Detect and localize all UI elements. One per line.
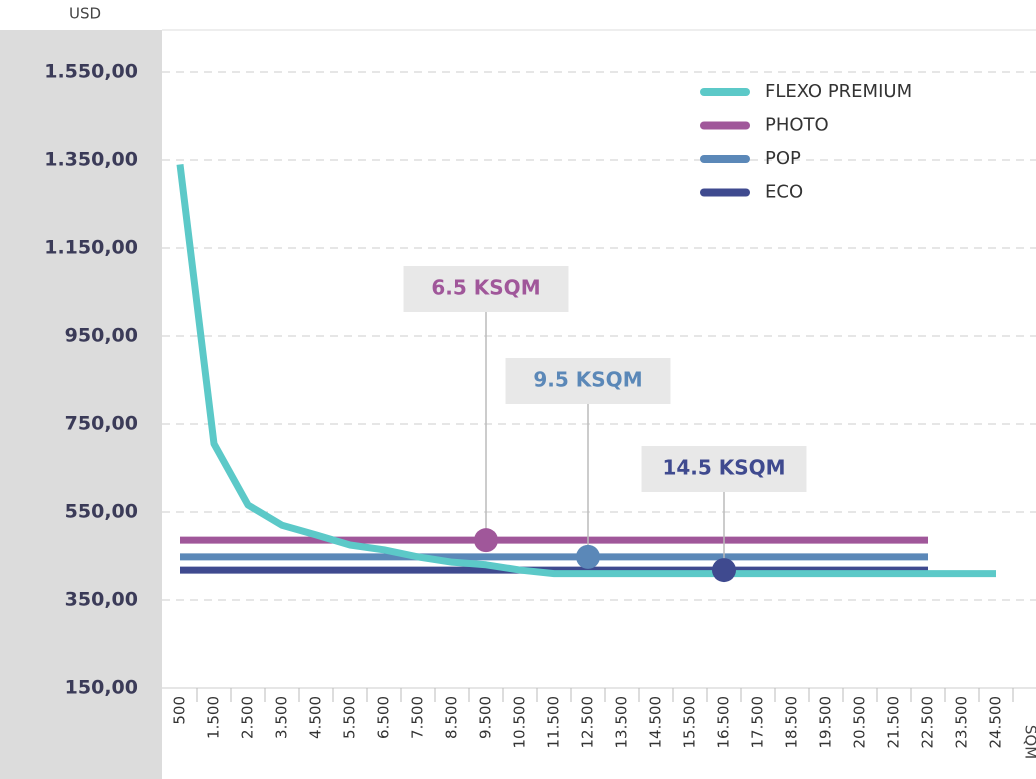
x-axis-label: SQM	[1022, 725, 1036, 759]
legend-label: FLEXO PREMIUM	[765, 81, 912, 102]
annotation-box	[505, 358, 671, 404]
x-tick-label: 500	[171, 696, 189, 725]
annotation-text: 14.5 KSQM	[662, 456, 785, 480]
x-tick-label: 8.500	[443, 696, 461, 739]
y-tick-label: 950,00	[65, 325, 138, 347]
y-tick-label: 750,00	[65, 413, 138, 435]
x-tick-label: 24.500	[987, 696, 1005, 749]
x-tick-label: 6.500	[375, 696, 393, 739]
x-tick-label: 15.500	[681, 696, 699, 749]
annotation-dot	[712, 558, 736, 583]
x-tick-label: 18.500	[783, 696, 801, 749]
x-tick-label: 20.500	[851, 696, 869, 749]
annotation-dot	[474, 528, 498, 553]
x-tick-label: 17.500	[749, 696, 767, 749]
x-tick-label: 4.500	[307, 696, 325, 739]
x-tick-label: 22.500	[919, 696, 937, 749]
annotation-box	[403, 266, 569, 312]
y-tick-label: 550,00	[65, 501, 138, 523]
series-line	[176, 163, 996, 578]
x-tick-label: 1.500	[205, 696, 223, 739]
x-tick-label: 10.500	[511, 696, 529, 749]
x-tick-label: 23.500	[953, 696, 971, 749]
legend-label: PHOTO	[765, 115, 829, 136]
x-tick-label: 16.500	[715, 696, 733, 749]
annotation-text: 6.5 KSQM	[431, 276, 540, 300]
x-tick-label: 3.500	[273, 696, 291, 739]
x-tick-label: 9.500	[477, 696, 495, 739]
annotation-box	[641, 446, 807, 492]
annotation-dot	[576, 544, 600, 569]
y-tick-label: 1.350,00	[44, 149, 138, 171]
x-tick-label: 5.500	[341, 696, 359, 739]
y-tick-label: 1.550,00	[44, 61, 138, 83]
legend-label: POP	[765, 148, 801, 169]
annotation-text: 9.5 KSQM	[533, 368, 642, 392]
x-tick-label: 21.500	[885, 696, 903, 749]
x-tick-label: 12.500	[579, 696, 597, 749]
y-axis-label: USD	[69, 5, 101, 23]
x-tick-label: 14.500	[647, 696, 665, 749]
x-tick-label: 13.500	[613, 696, 631, 749]
y-tick-label: 150,00	[65, 677, 138, 699]
y-tick-label: 1.150,00	[44, 237, 138, 259]
x-tick-label: 11.500	[545, 696, 563, 749]
x-tick-label: 19.500	[817, 696, 835, 749]
legend-label: ECO	[765, 182, 803, 203]
y-tick-label: 350,00	[65, 589, 138, 611]
x-tick-label: 7.500	[409, 696, 427, 739]
y-axis-panel	[0, 30, 162, 779]
x-tick-label: 2.500	[239, 696, 257, 739]
